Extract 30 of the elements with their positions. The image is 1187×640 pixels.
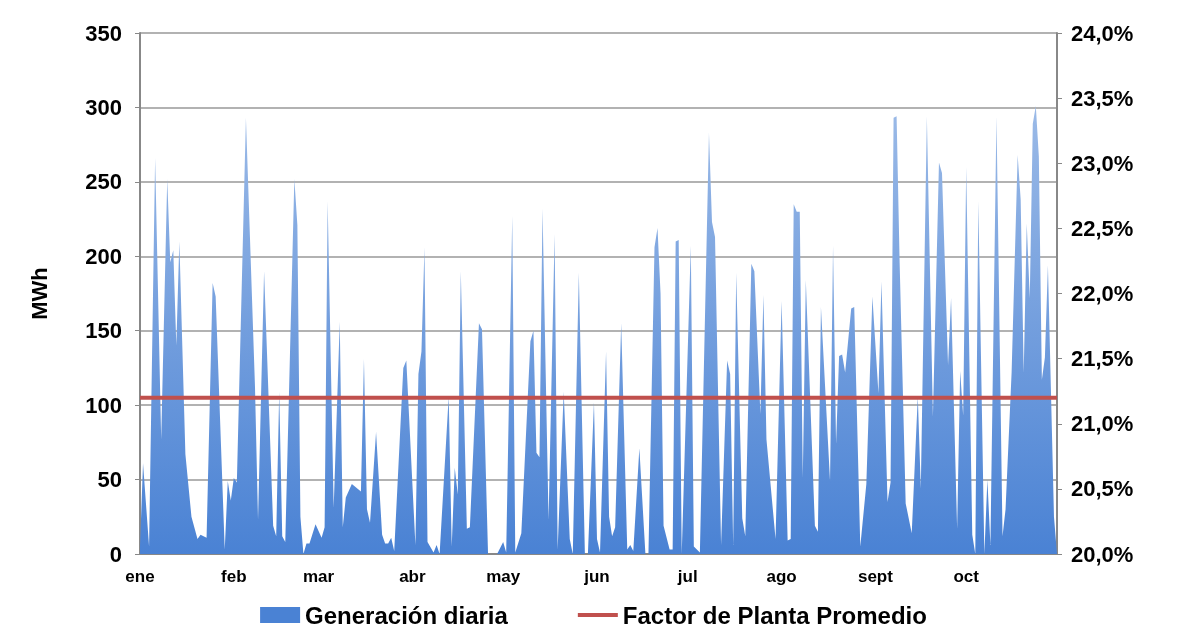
y-axis-title: MWh xyxy=(26,267,52,320)
y-tick-label: 0 xyxy=(109,541,122,567)
y2-tick-label: 23,0% xyxy=(1071,150,1134,176)
x-tick-label: ago xyxy=(766,567,797,586)
x-tick-label: abr xyxy=(399,567,426,586)
x-tick-label: mar xyxy=(302,567,335,586)
y2-tick-label: 21,5% xyxy=(1071,346,1134,372)
x-tick-label: oct xyxy=(953,567,980,586)
legend-label: Factor de Planta Promedio xyxy=(622,601,927,629)
y-tick-label: 50 xyxy=(97,467,122,493)
x-tick-label: sept xyxy=(857,567,894,586)
x-tick-label: feb xyxy=(221,567,247,586)
y2-tick-label: 24,0% xyxy=(1071,20,1134,46)
y-tick-label: 150 xyxy=(85,318,122,344)
legend-label: Generación diaria xyxy=(305,601,509,629)
y2-tick-label: 21,0% xyxy=(1071,411,1134,437)
y2-tick-label: 20,5% xyxy=(1071,476,1134,502)
y-tick-label: 250 xyxy=(85,169,122,195)
y2-tick-label: 22,0% xyxy=(1071,281,1134,306)
x-tick-label: jun xyxy=(583,567,610,586)
x-tick-label: may xyxy=(486,567,521,586)
y-tick-label: 300 xyxy=(85,94,122,120)
y2-tick-label: 22,5% xyxy=(1071,215,1134,241)
y2-tick-label: 20,0% xyxy=(1071,541,1134,567)
x-tick-label: ene xyxy=(125,567,155,586)
x-tick-label: jul xyxy=(676,567,698,586)
y-tick-label: 200 xyxy=(85,243,122,269)
y2-tick-label: 23,5% xyxy=(1071,85,1134,111)
y-tick-label: 350 xyxy=(85,20,122,46)
y-tick-label: 100 xyxy=(85,392,122,418)
